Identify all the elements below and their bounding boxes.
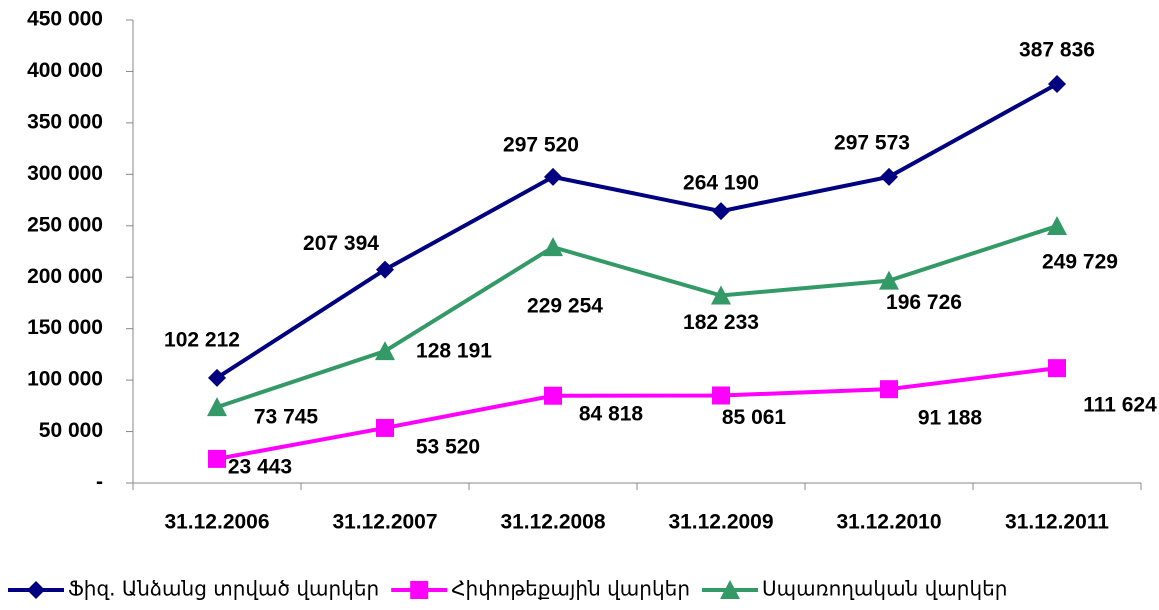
point-marker [711, 285, 731, 305]
legend-label: Սպառողական վարկեր [762, 577, 1007, 601]
data-label: 249 729 [1042, 251, 1118, 274]
data-label: 196 726 [886, 291, 962, 314]
point-marker [880, 167, 898, 186]
point-marker [712, 386, 730, 405]
x-tick-label: 31.12.2010 [836, 511, 941, 534]
series-line [215, 82, 1058, 380]
legend-marker [410, 581, 429, 599]
point-marker [880, 380, 898, 399]
legend-label: Հիփոթեքային վարկեր [451, 577, 690, 601]
y-tick-label: 250 000 [27, 213, 103, 236]
data-label: 387 836 [1019, 39, 1095, 62]
data-label: 73 745 [254, 406, 319, 429]
point-marker [1047, 216, 1067, 236]
point-marker [543, 237, 563, 257]
series-line [216, 366, 1058, 461]
data-label: 229 254 [527, 295, 603, 318]
legend-marker [27, 581, 45, 599]
data-label: 85 061 [722, 406, 787, 429]
point-marker [544, 386, 562, 405]
x-tick-label: 31.12.2011 [1005, 511, 1109, 534]
data-label: 128 191 [416, 340, 492, 363]
y-tick-label: 400 000 [27, 59, 103, 82]
y-tick-label: 300 000 [27, 162, 103, 185]
y-tick-label: - [96, 471, 103, 494]
y-tick-label: 200 000 [27, 265, 103, 288]
legend-label: Ֆիզ. Անձանց տրված վարկեր [68, 577, 379, 601]
y-tick-label: 350 000 [27, 110, 103, 133]
point-marker [544, 167, 562, 186]
data-label: 91 188 [918, 407, 983, 430]
point-marker [1048, 359, 1066, 378]
y-tick-label: 100 000 [27, 368, 103, 391]
x-tick-label: 31.12.2007 [332, 511, 437, 534]
data-label: 102 212 [164, 328, 240, 351]
point-marker [712, 202, 730, 221]
point-marker [879, 270, 899, 290]
data-label: 297 520 [503, 133, 579, 156]
data-label: 23 443 [228, 455, 292, 478]
data-label: 84 818 [579, 402, 644, 425]
data-label: 182 233 [683, 311, 759, 334]
point-marker [208, 449, 226, 468]
x-tick-label: 31.12.2009 [668, 511, 773, 534]
x-tick-label: 31.12.2008 [500, 511, 605, 534]
y-tick-label: 150 000 [27, 316, 103, 339]
point-marker [376, 260, 394, 279]
point-marker [1048, 74, 1066, 93]
data-label: 111 624 [1083, 394, 1157, 417]
point-marker [375, 341, 395, 361]
point-marker [376, 418, 394, 437]
y-tick-label: 450 000 [27, 8, 103, 31]
y-tick-label: 50 000 [39, 419, 103, 442]
data-label: 297 573 [834, 131, 910, 154]
data-label: 207 394 [303, 232, 379, 255]
series-line [216, 224, 1058, 410]
point-marker [208, 368, 226, 387]
legend-marker [720, 580, 740, 599]
data-label: 53 520 [416, 435, 480, 458]
data-label: 264 190 [683, 172, 759, 195]
x-tick-label: 31.12.2006 [164, 511, 269, 534]
point-marker [207, 397, 227, 417]
